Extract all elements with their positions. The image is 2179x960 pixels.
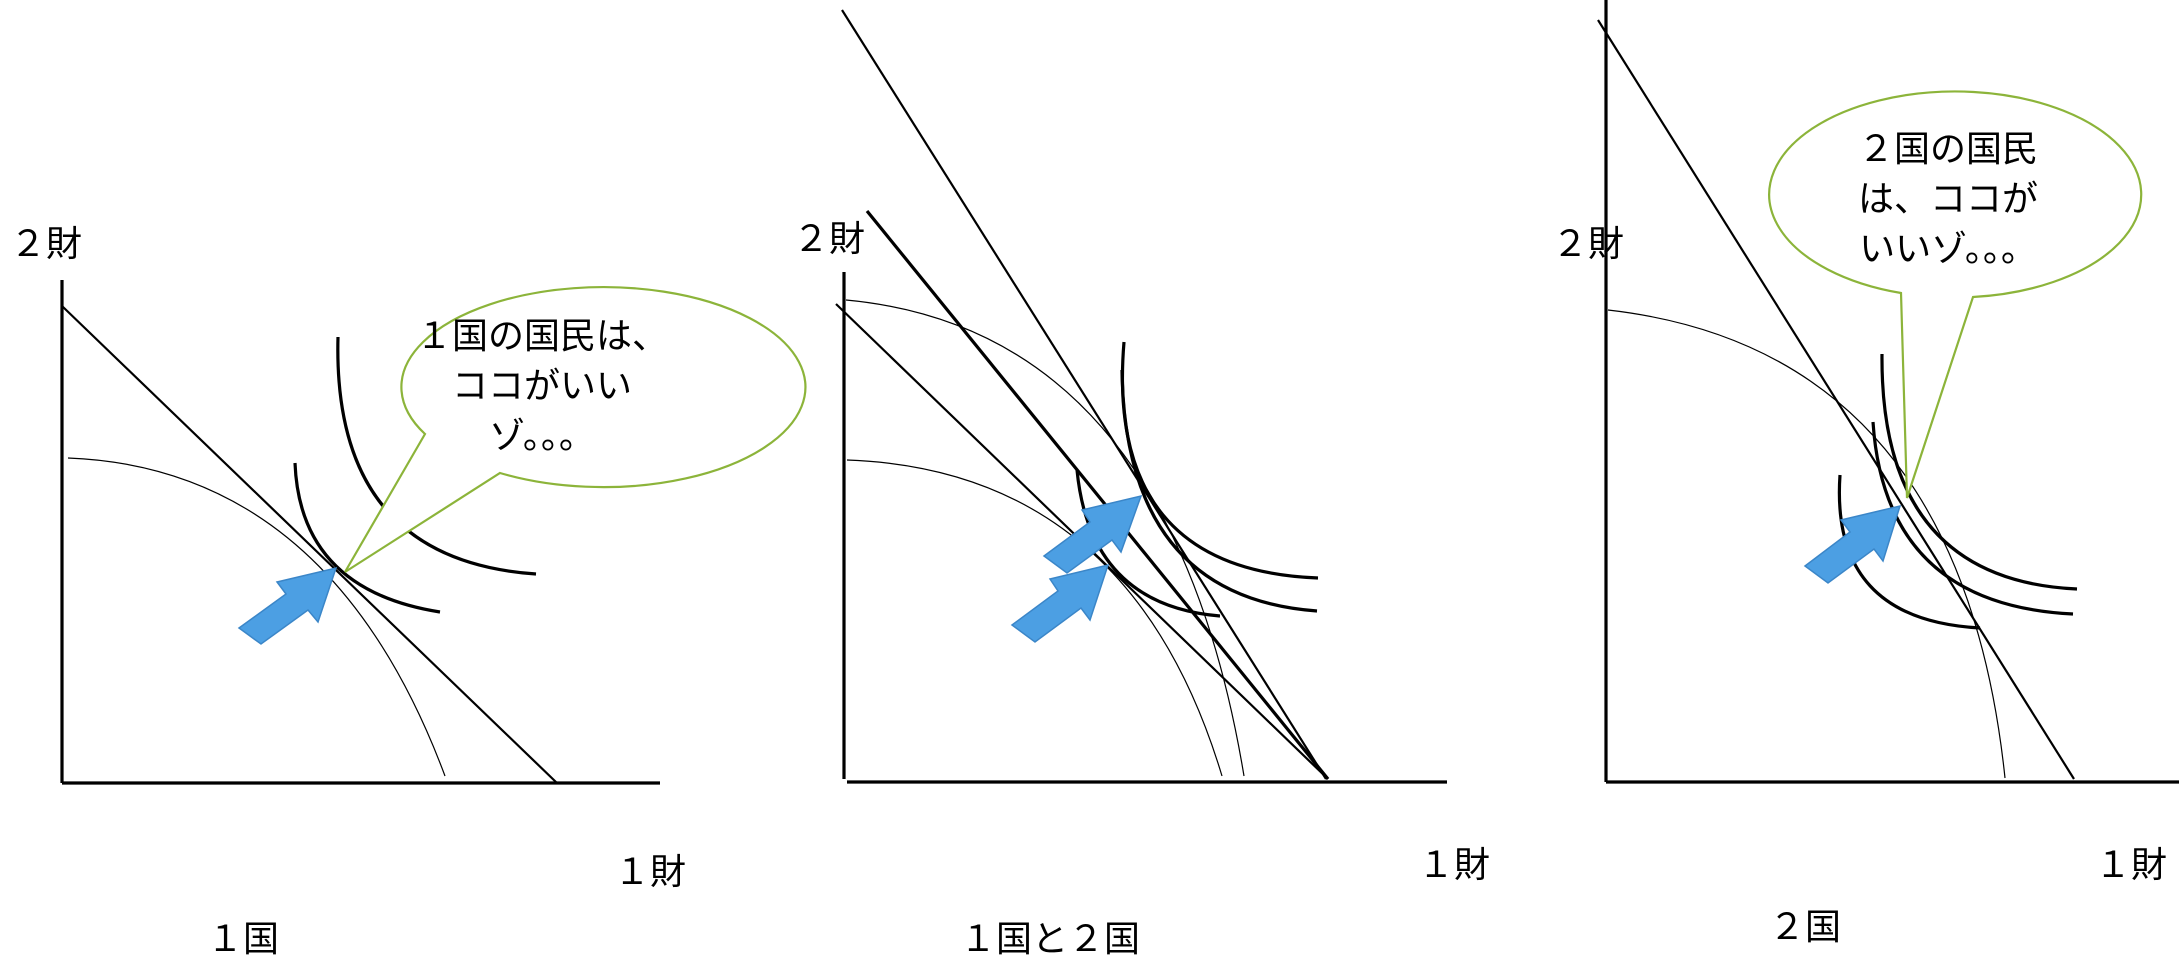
callout-line-3: いいゾ。。。 (1859, 229, 2037, 270)
pointer-arrow-icon (1042, 494, 1143, 574)
indifference-curve-2 (1120, 341, 1319, 580)
panel-country1: １国の国民は、 ココがいい ゾ。。。 ２財 １財 １国 (10, 224, 807, 960)
x-axis-label: １財 (2095, 845, 2167, 886)
y-axis-label: ２財 (1552, 224, 1624, 265)
panel-title: １国と２国 (960, 919, 1140, 960)
y-axis-label: ２財 (793, 219, 865, 260)
pointer-arrow-icon (237, 566, 338, 645)
production-frontier (1607, 309, 2006, 779)
panel-both: ２財 １財 １国と２国 (793, 9, 1490, 960)
callout-line-2: ココがいい (452, 366, 632, 407)
callout-line-2: は、ココが (1858, 179, 2038, 220)
price-line-trade (865, 209, 1330, 781)
callout-bubble (344, 285, 807, 573)
production-frontier (67, 457, 446, 777)
panel-title: １国 (207, 919, 279, 960)
price-line (1597, 19, 2075, 780)
indifference-curve-low (293, 462, 441, 614)
callout-line-3: ゾ。。。 (489, 416, 595, 457)
panel-country2: ２国の国民 は、ココが いいゾ。。。 ２財 １財 ２国 (1552, 0, 2179, 948)
pointer-arrow-icon (1803, 504, 1902, 584)
production-frontier-country2 (845, 299, 1245, 777)
y-axis-label: ２財 (10, 224, 82, 265)
indifference-curve-low (1837, 474, 1981, 630)
indifference-curve-1 (1075, 469, 1221, 618)
callout-bubble (1768, 90, 2143, 499)
callout-line-1: １国の国民は、 (416, 316, 668, 357)
indifference-curve-high (1880, 353, 2078, 591)
indifference-curve-mid (1871, 421, 2074, 616)
x-axis-label: １財 (614, 852, 686, 893)
x-axis-label: １財 (1418, 845, 1490, 886)
callout-line-1: ２国の国民 (1858, 129, 2038, 170)
price-line-steep (841, 9, 1327, 780)
price-line (61, 305, 558, 784)
pointer-arrow-icon (1010, 563, 1110, 643)
panel-title: ２国 (1769, 907, 1841, 948)
indifference-curve-3 (1120, 369, 1318, 613)
